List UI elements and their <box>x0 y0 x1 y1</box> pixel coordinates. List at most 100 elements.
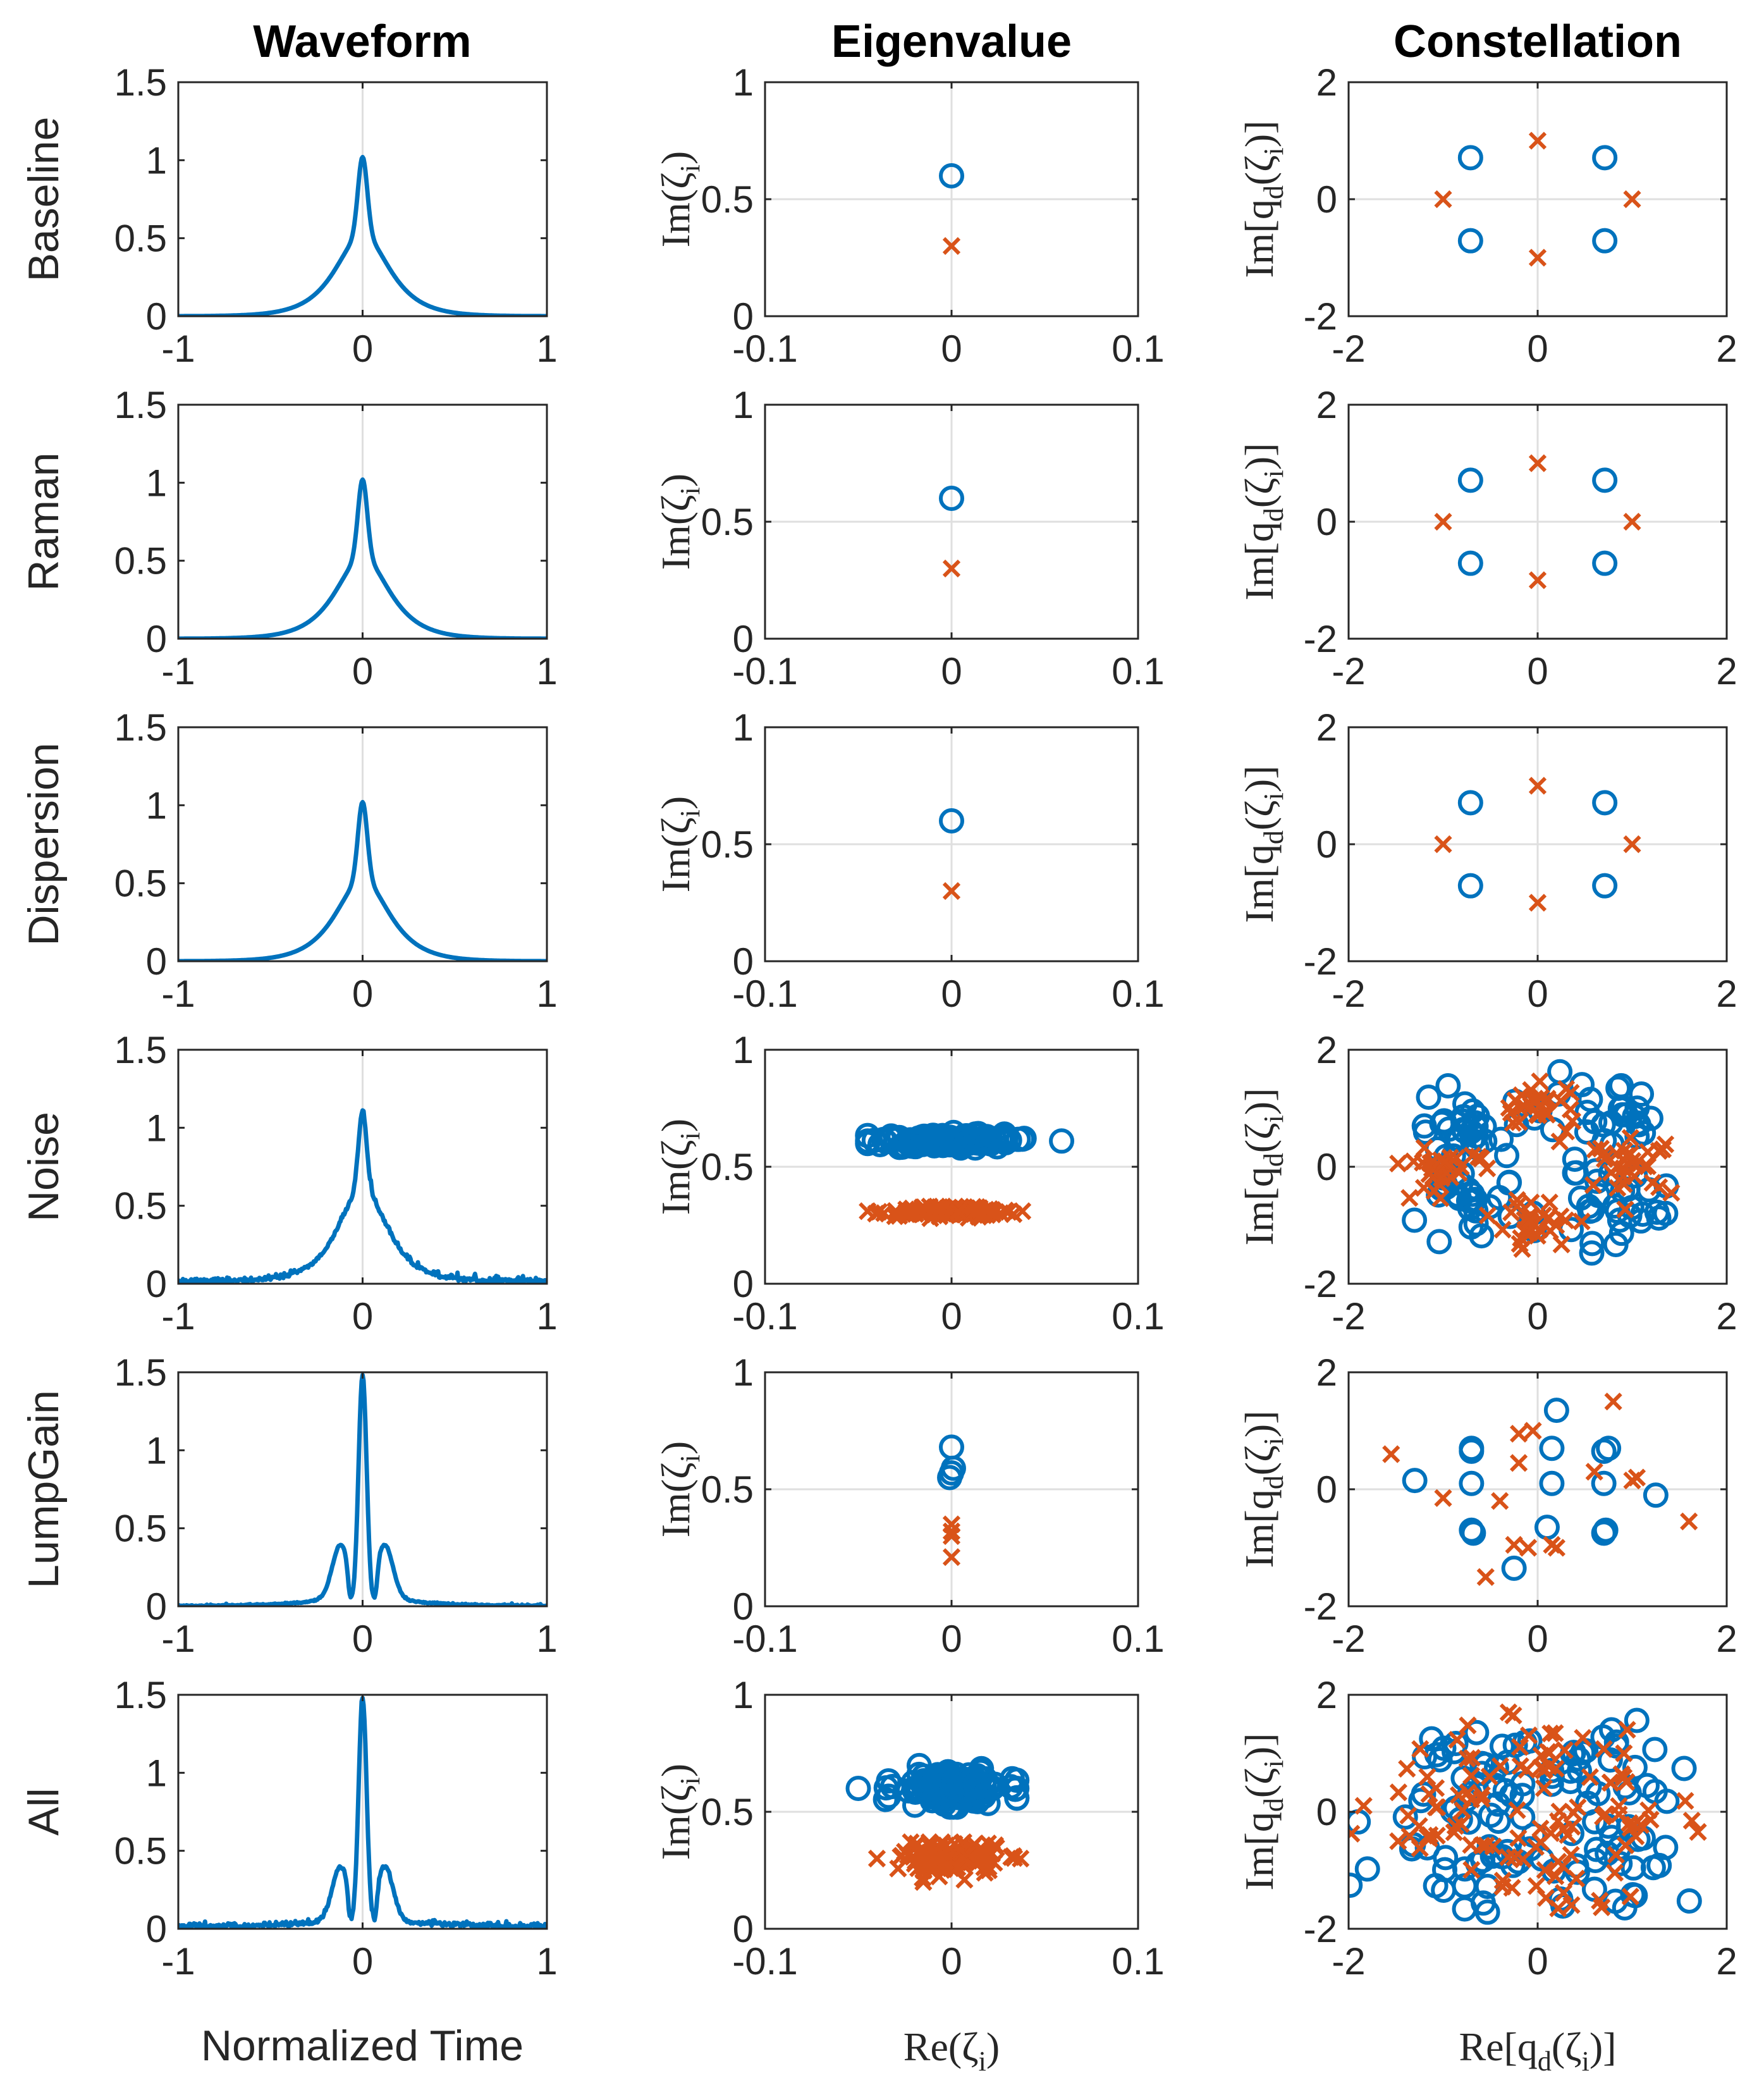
x-tick-label: -0.1 <box>732 650 797 692</box>
orange-x-marker <box>1555 1741 1574 1759</box>
x-tick-label: 1 <box>536 328 557 370</box>
blue-circle-marker <box>1654 1788 1680 1814</box>
blue-circle-marker <box>1642 1737 1668 1762</box>
constellation-plot-area <box>1434 132 1641 267</box>
orange-x-marker <box>1400 1189 1419 1207</box>
x-tick-label: 0 <box>941 650 962 692</box>
blue-circle-marker <box>1463 1211 1489 1237</box>
blue-circle-marker <box>1464 1719 1490 1745</box>
orange-x-marker <box>1005 1849 1024 1867</box>
y-tick-label: 2 <box>1316 1674 1337 1716</box>
orange-x-marker <box>1434 835 1452 854</box>
blue-circle-marker <box>1402 1468 1428 1494</box>
x-tick-label: 1 <box>536 973 557 1015</box>
orange-x-marker <box>1595 1150 1614 1168</box>
constellation-y-label: Im[qd(ζi)] <box>1237 1088 1289 1245</box>
waveform-plot-area <box>178 1108 547 1284</box>
orange-x-marker <box>1458 1749 1476 1768</box>
orange-x-marker <box>1543 1535 1561 1554</box>
orange-x-marker <box>1472 1150 1490 1168</box>
y-tick-label: 0 <box>146 1908 167 1950</box>
y-tick-label: 1 <box>146 1752 167 1794</box>
y-tick-label: 1.5 <box>114 61 167 104</box>
blue-circle-marker <box>1638 1105 1663 1131</box>
y-tick-label: 0.5 <box>114 1508 167 1550</box>
orange-x-marker <box>1549 1899 1567 1917</box>
orange-x-marker <box>1689 1823 1707 1842</box>
blue-circle-marker <box>1643 1482 1669 1508</box>
y-tick-label: 1 <box>733 706 754 749</box>
orange-x-marker <box>1521 1212 1540 1230</box>
blue-circle-marker <box>1435 1073 1461 1098</box>
orange-x-marker <box>964 1198 983 1216</box>
blue-circle-marker <box>905 1126 931 1152</box>
y-tick-label: 2 <box>1316 61 1337 104</box>
orange-x-marker <box>1515 1097 1534 1116</box>
orange-x-marker <box>1547 1867 1565 1886</box>
eigenvalue-plot-area <box>939 808 964 901</box>
blue-circle-marker <box>1603 1729 1629 1755</box>
orange-x-marker <box>942 882 961 901</box>
x-tick-label: 1 <box>536 1940 557 1983</box>
blue-circle-marker <box>1622 1754 1648 1780</box>
x-tick-label: 0 <box>1527 650 1548 692</box>
blue-circle-marker <box>992 1122 1018 1148</box>
blue-circle-marker <box>1392 1804 1418 1830</box>
x-tick-label: 0 <box>352 973 373 1015</box>
orange-x-marker <box>1509 1829 1528 1847</box>
orange-x-marker <box>1446 1817 1464 1835</box>
y-tick-label: 0 <box>146 940 167 983</box>
orange-x-marker <box>1639 1143 1657 1161</box>
orange-x-marker <box>1012 1849 1030 1868</box>
orange-x-marker <box>1462 1860 1481 1879</box>
x-tick-label: -0.1 <box>732 1618 797 1660</box>
orange-x-marker <box>1531 1819 1550 1838</box>
eigenvalue-x-label: Re(ζi) <box>903 2024 1000 2077</box>
waveform-line <box>178 1108 547 1284</box>
orange-x-marker <box>1528 249 1547 267</box>
x-tick-label: -0.1 <box>732 328 797 370</box>
orange-x-marker <box>1514 1850 1532 1869</box>
orange-x-marker <box>1478 1206 1497 1225</box>
blue-circle-marker <box>906 1776 932 1802</box>
blue-circle-marker <box>940 1455 966 1481</box>
y-tick-label: 0.5 <box>114 863 167 905</box>
orange-x-marker <box>1552 1235 1571 1254</box>
orange-x-marker <box>928 1197 946 1216</box>
y-tick-label: 0.5 <box>114 1185 167 1227</box>
blue-circle-marker <box>1592 145 1618 171</box>
orange-x-marker <box>1623 835 1641 854</box>
blue-circle-marker <box>1612 1895 1638 1921</box>
y-tick-label: 1.5 <box>114 1674 167 1716</box>
orange-x-marker <box>1522 1193 1540 1212</box>
orange-x-marker <box>942 1527 961 1546</box>
y-tick-label: -2 <box>1304 1585 1337 1628</box>
orange-x-marker <box>1452 1815 1470 1833</box>
orange-x-marker <box>942 237 961 255</box>
orange-x-marker <box>1538 1090 1557 1108</box>
orange-x-marker <box>1615 1744 1633 1762</box>
y-tick-label: 0.5 <box>114 1830 167 1873</box>
y-tick-label: 1 <box>733 1351 754 1394</box>
y-tick-label: 1 <box>733 1029 754 1071</box>
x-tick-label: 0 <box>941 973 962 1015</box>
constellation-panel-5: -2 0 2 -2 0 2 Im[qd(ζi)] <box>1237 1674 1737 1983</box>
orange-x-marker <box>1434 1489 1452 1508</box>
x-tick-label: 2 <box>1716 328 1737 370</box>
blue-circle-marker <box>1431 1735 1457 1761</box>
column-title-waveform: Waveform <box>253 16 471 67</box>
orange-x-marker <box>1500 1098 1518 1117</box>
orange-x-marker <box>1476 1568 1495 1586</box>
orange-x-marker <box>859 1202 877 1221</box>
orange-x-marker <box>1680 1512 1698 1531</box>
blue-circle-marker <box>1605 1075 1631 1101</box>
orange-x-marker <box>1550 1132 1569 1151</box>
y-tick-label: 0 <box>733 295 754 338</box>
orange-x-marker <box>1503 1879 1521 1897</box>
